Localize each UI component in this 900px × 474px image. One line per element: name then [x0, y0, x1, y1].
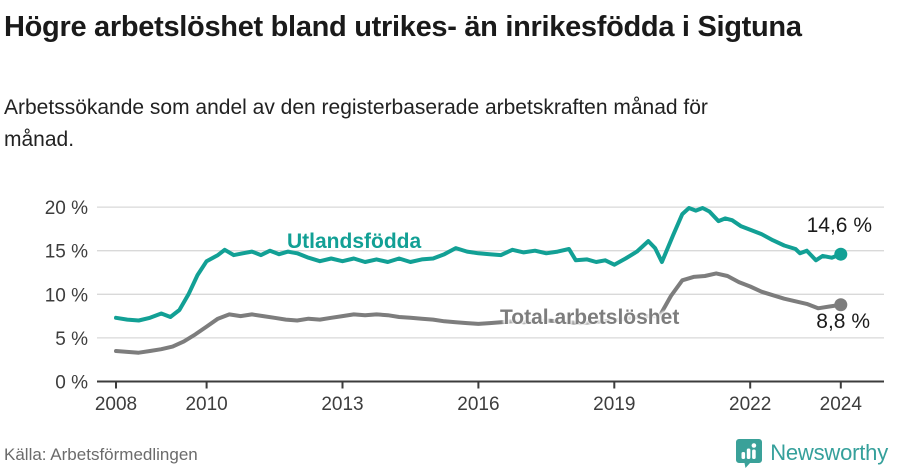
y-tick-label-0: 0 %	[55, 373, 88, 394]
x-tick-label-2010: 2010	[185, 394, 227, 415]
chart-subtitle: Arbetssökande som andel av den registerb…	[4, 96, 708, 151]
end-value-total-arbetsloshet: 8,8 %	[816, 310, 870, 333]
y-tick-label-10: 10 %	[45, 285, 88, 306]
y-tick-label-20: 20 %	[45, 198, 88, 219]
x-tick-label-2022: 2022	[729, 394, 771, 415]
x-tick-label-2024: 2024	[820, 394, 863, 415]
newsworthy-wordmark: Newsworthy	[770, 440, 888, 465]
x-tick-label-2019: 2019	[593, 394, 635, 415]
y-tick-label-15: 15 %	[45, 242, 88, 263]
series-label-utlandsfodda: Utlandsfödda	[287, 230, 422, 253]
newsworthy-logo[interactable]: Newsworthy	[735, 438, 888, 468]
series-line-total-arbetsl-shet	[114, 271, 843, 355]
newsworthy-icon	[735, 438, 763, 469]
x-tick-label-2016: 2016	[457, 394, 499, 415]
series-end-dot	[834, 247, 848, 261]
series-end-dot	[834, 298, 848, 312]
end-value-utlandsfodda: 14,6 %	[806, 214, 872, 237]
series-label-total-arbetsloshet: Total arbetslöshet	[500, 306, 680, 329]
chart-title: Högre arbetslöshet bland utrikes- än inr…	[4, 11, 802, 43]
series-line-utlandsf-dda	[114, 206, 843, 323]
source-note: Källa: Arbetsförmedlingen	[4, 445, 198, 464]
x-tick-label-2013: 2013	[321, 394, 363, 415]
y-tick-label-5: 5 %	[55, 329, 88, 350]
x-tick-label-2008: 2008	[95, 394, 137, 415]
